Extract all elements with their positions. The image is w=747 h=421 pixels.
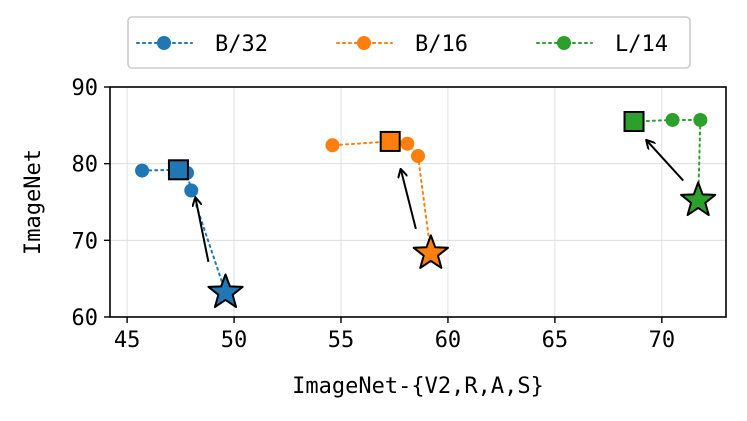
y-tick-label: 80 (72, 153, 99, 178)
x-axis-title: ImageNet-{V2,R,A,S} (292, 374, 544, 399)
x-tick-label: 65 (542, 328, 569, 353)
square-marker (167, 159, 189, 181)
legend-label: L/14 (615, 32, 668, 57)
series-line (633, 118, 702, 202)
star-marker (207, 273, 244, 309)
x-tick-label: 60 (435, 328, 462, 353)
legend-label: B/16 (415, 32, 468, 57)
data-point (665, 112, 680, 127)
x-tick-label: 50 (221, 328, 248, 353)
y-tick-label: 90 (72, 76, 99, 101)
series-l-14 (623, 111, 717, 217)
legend-marker (357, 36, 371, 50)
data-point (135, 163, 150, 178)
legend-frame (127, 16, 691, 69)
x-tick-label: 70 (649, 328, 676, 353)
legend-marker (557, 36, 571, 50)
y-tick-label: 60 (72, 306, 99, 331)
plot-frame (109, 86, 727, 318)
axis-ticks: 45 50 55 60 65 70 60 70 80 90 (72, 76, 676, 353)
x-tick-label: 55 (328, 328, 355, 353)
series-layer (135, 111, 717, 309)
arrow (401, 170, 417, 230)
data-point (400, 136, 415, 151)
series-b-16 (325, 130, 449, 269)
square-marker (379, 130, 401, 152)
arrow (647, 141, 684, 182)
legend-label: B/32 (215, 32, 268, 57)
data-point (693, 112, 708, 127)
x-tick-label: 45 (114, 328, 141, 353)
data-point (184, 183, 199, 198)
arrow (196, 198, 210, 262)
y-axis-title: ImageNet (21, 149, 46, 255)
legend: B/32 B/16 L/14 (127, 16, 691, 69)
star-marker (680, 181, 717, 217)
data-point (325, 138, 340, 153)
series-b-32 (135, 159, 244, 309)
series-line (141, 168, 227, 294)
legend-marker (157, 36, 171, 50)
data-point (411, 149, 425, 163)
y-tick-label: 70 (72, 229, 99, 254)
star-marker (412, 234, 449, 269)
square-marker (623, 111, 645, 132)
